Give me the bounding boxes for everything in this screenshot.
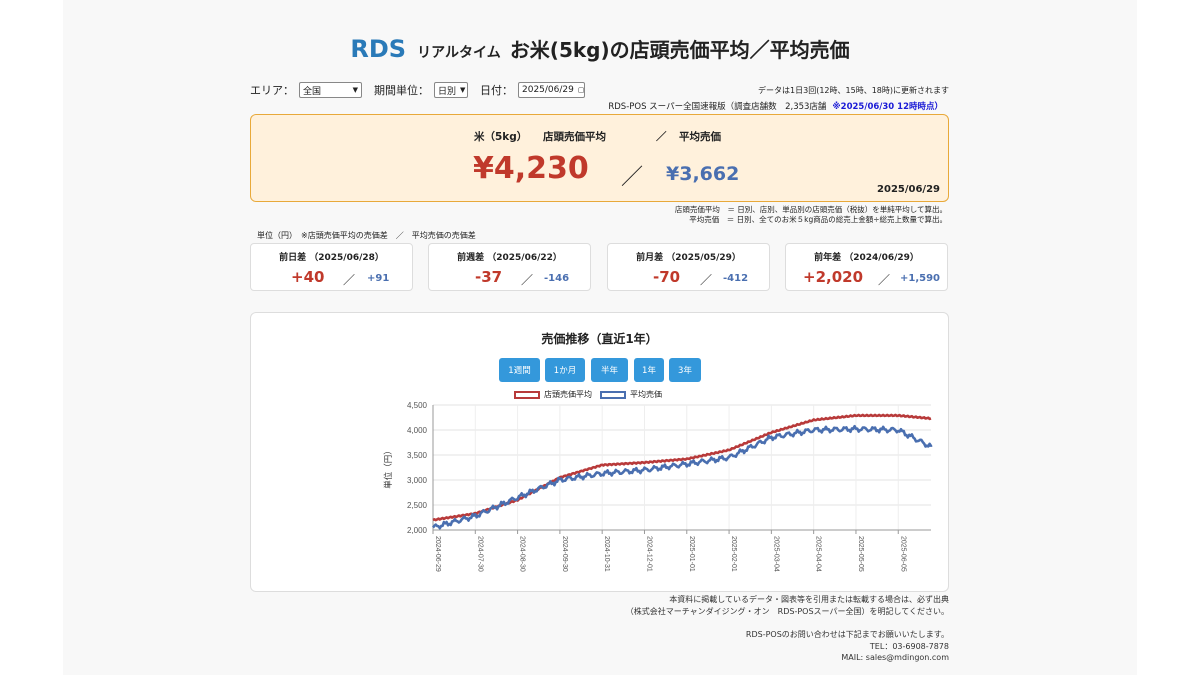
legend-item-avg-price[interactable]: 平均売価 <box>600 389 662 400</box>
x-tick-label: 2025-05-05 <box>857 536 864 572</box>
footer-contact: RDS-POSのお問い合わせは下記までお願いいたします。 <box>745 630 949 639</box>
chart-card: 売価推移（直近1年） 1週間 1か月 半年 1年 3年 店頭売価平均 平均売価 … <box>250 312 949 592</box>
chart-title: 売価推移（直近1年） <box>541 332 658 346</box>
brand-logo: RDS <box>350 35 407 63</box>
area-select[interactable]: 全国 ▼ <box>299 82 362 98</box>
diff-avg-price: +1,590 <box>900 273 941 284</box>
footer-citation-2: （株式会社マーチャンダイジング・オン RDS-POSスーパー全国）を明記してくだ… <box>625 607 949 616</box>
chevron-down-icon: ▼ <box>460 86 466 94</box>
summary-slash: ／ <box>621 165 644 190</box>
diff-avg-price: +91 <box>367 273 390 284</box>
series-line-avg-price <box>431 424 933 530</box>
page: RDS リアルタイム お米(5kg)の店頭売価平均／平均売価 エリア： 全国 ▼… <box>63 0 1137 675</box>
y-tick-label: 3,000 <box>407 476 428 485</box>
range-button-1week[interactable]: 1週間 <box>499 358 540 382</box>
chevron-down-icon: ▼ <box>352 86 358 94</box>
diff-card-month: 前月差 （2025/05/29） -70 ／ -412 <box>607 243 770 291</box>
definition-avg-price: 平均売価 ＝ 日別、全てのお米５kg商品の総売上金額÷総売上数量で算出。 <box>689 215 947 224</box>
legend-swatch-store-avg <box>514 390 540 399</box>
source-text: RDS-POS スーパー全国速報版（調査店舗数 2,353店舗 <box>608 102 827 112</box>
y-tick-label: 4,500 <box>407 401 428 410</box>
diff-store-avg: +2,020 <box>803 268 864 286</box>
legend-label-avg-price: 平均売価 <box>630 390 662 399</box>
avg-price: ¥3,662 <box>666 163 740 185</box>
price-trend-chart: 2,000 2,500 3,000 3,500 4,000 4,500 2024-06-29… <box>383 401 933 572</box>
range-button-1month[interactable]: 1か月 <box>545 358 585 382</box>
diff-store-avg: +40 <box>291 268 325 286</box>
x-tick-label: 2024-07-30 <box>476 536 483 572</box>
summary-date: 2025/06/29 <box>877 184 940 195</box>
source-note: RDS-POS スーパー全国速報版（調査店舗数 2,353店舗 ※2025/06/… <box>608 100 943 112</box>
update-note: データは1日3回(12時、15時、18時)に更新されます <box>758 86 949 95</box>
diff-label: 前日差 （2025/06/28） <box>279 253 384 263</box>
date-label: 日付： <box>480 84 513 97</box>
diff-slash: ／ <box>521 273 534 287</box>
diff-slash: ／ <box>878 273 891 287</box>
price-summary-card: 米（5kg） 店頭売価平均 ／ 平均売価 ¥4,230 ／ ¥3,662 202… <box>250 114 949 202</box>
x-tick-label: 2024-08-30 <box>519 536 526 572</box>
x-tick-label: 2025-06-05 <box>899 536 906 572</box>
date-input[interactable]: 2025/06/29 ▢ <box>518 82 585 98</box>
calendar-icon[interactable]: ▢ <box>577 86 585 94</box>
y-tick-label: 3,500 <box>407 451 428 460</box>
y-tick-label: 4,000 <box>407 426 428 435</box>
diff-card-day: 前日差 （2025/06/28） +40 ／ +91 <box>250 243 413 291</box>
diff-avg-price: -412 <box>723 273 749 284</box>
chart-legend: 店頭売価平均 平均売価 <box>514 389 670 400</box>
definition-store-avg: 店頭売価平均 ＝ 日別、店別、単品別の店頭売価（税抜）を単純平均して算出。 <box>674 205 947 214</box>
legend-label-store-avg: 店頭売価平均 <box>544 390 592 399</box>
x-tick-label: 2024-10-31 <box>603 536 610 572</box>
x-tick-label: 2024-09-30 <box>561 536 568 572</box>
diff-label: 前月差 （2025/05/29） <box>636 253 741 263</box>
date-input-value: 2025/06/29 <box>522 85 574 95</box>
title-text: お米(5kg)の店頭売価平均／平均売価 <box>509 38 850 62</box>
period-select[interactable]: 日別 ▼ <box>434 82 468 98</box>
x-tick-label: 2024-12-01 <box>645 536 652 572</box>
area-label: エリア： <box>250 84 294 97</box>
diff-card-week: 前週差 （2025/06/22） -37 ／ -146 <box>428 243 591 291</box>
footer-mail: MAIL: sales@mdingon.com <box>841 653 949 662</box>
diff-store-avg: -70 <box>653 268 681 286</box>
range-button-1year[interactable]: 1年 <box>634 358 664 382</box>
diff-avg-price: -146 <box>544 273 570 284</box>
page-title: RDS リアルタイム お米(5kg)の店頭売価平均／平均売価 <box>63 34 1137 63</box>
diff-label: 前年差 （2024/06/29） <box>814 253 919 263</box>
footer-tel: TEL：03-6908-7878 <box>869 642 949 651</box>
period-label: 期間単位： <box>374 84 429 97</box>
x-tick-label: 2025-01-01 <box>688 536 695 572</box>
x-tick-label: 2025-03-04 <box>772 536 779 572</box>
x-tick-label: 2025-04-04 <box>815 536 822 572</box>
legend-item-store-avg[interactable]: 店頭売価平均 <box>514 389 592 400</box>
range-button-halfyear[interactable]: 半年 <box>591 358 628 382</box>
area-select-value: 全国 <box>303 86 322 97</box>
diff-label: 前週差 （2025/06/22） <box>457 253 562 263</box>
unit-note: 単位（円） ※店頭売価平均の売価差 ／ 平均売価の売価差 <box>257 231 476 240</box>
realtime-label: リアルタイム <box>417 45 501 61</box>
source-time: ※2025/06/30 12時時点） <box>832 102 943 112</box>
x-tick-label: 2025-02-01 <box>730 536 737 572</box>
diff-slash: ／ <box>700 273 713 287</box>
summary-label-slash: ／ <box>656 131 667 143</box>
filter-controls: エリア： 全国 ▼ 期間単位： 日別 ▼ 日付： 2025/06/29 ▢ <box>250 82 597 98</box>
summary-label-main: 米（5kg） 店頭売価平均 <box>474 131 607 143</box>
range-button-3year[interactable]: 3年 <box>669 358 701 382</box>
footer-citation-1: 本資料に掲載しているデータ・図表等を引用または転載する場合は、必ず出典 <box>669 595 949 604</box>
summary-label-sub: 平均売価 <box>679 131 721 143</box>
y-axis-label: 単位（円） <box>383 446 394 489</box>
diff-card-year: 前年差 （2024/06/29） +2,020 ／ +1,590 <box>785 243 948 291</box>
legend-swatch-avg-price <box>600 390 626 399</box>
y-tick-label: 2,000 <box>407 526 428 535</box>
diff-store-avg: -37 <box>475 268 503 286</box>
diff-slash: ／ <box>343 273 356 287</box>
y-tick-label: 2,500 <box>407 501 428 510</box>
x-tick-label: 2024-06-29 <box>434 536 441 572</box>
period-select-value: 日別 <box>438 86 457 97</box>
store-avg-price: ¥4,230 <box>473 151 589 186</box>
